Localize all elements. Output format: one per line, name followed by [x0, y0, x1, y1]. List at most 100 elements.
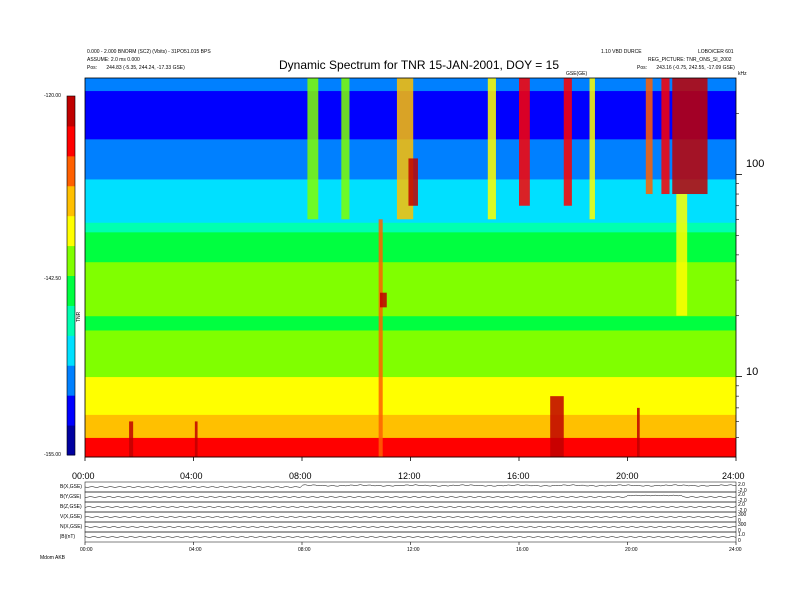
spectrum-burst	[676, 194, 688, 316]
panel-right-top-1: 2.0	[738, 492, 745, 498]
header-pos-right: Pos: 243.16 (-0.75, 242.55, -17.09 GSE)	[637, 65, 735, 71]
pos-right-label: Pos:	[637, 65, 648, 71]
x-tick-label-1: 04:00	[180, 471, 203, 481]
colorbar-segment	[67, 275, 75, 306]
y-tick-label-10: 10	[746, 366, 759, 378]
spectrum-band	[85, 347, 736, 378]
panel-right-bottom-2: -2.0	[738, 508, 747, 514]
spectrum-burst	[636, 407, 640, 457]
panel-right-top-2: 2.0	[738, 502, 745, 508]
x-tick-label-3: 12:00	[398, 471, 421, 481]
colorbar-segment	[67, 215, 75, 247]
spectrum-band	[85, 414, 736, 438]
chart-title: Dynamic Spectrum for TNR 15-JAN-2001, DO…	[279, 58, 559, 72]
panel-x-tick-4: 16:00	[516, 547, 529, 553]
panel-label-3: V(X,GSE)	[60, 514, 82, 520]
panel-x-tick-5: 20:00	[625, 547, 638, 553]
colorbar-segment	[67, 365, 75, 396]
spectrum-burst	[408, 158, 418, 206]
colorbar-bottom-label: -155.00	[44, 452, 61, 458]
colorbar-mid-label: -142.50	[44, 276, 61, 282]
panel-trace	[84, 526, 737, 528]
panel-trace	[84, 494, 737, 498]
colorbar-segment	[67, 245, 75, 276]
spectrum-burst	[379, 292, 387, 308]
pos-left-value: 244.83 (-5.35, 244.24, -17.33 GSE)	[106, 65, 185, 71]
spectrum-burst	[550, 396, 564, 457]
panel-x-tick-6: 24:00	[729, 547, 742, 553]
panel-trace	[84, 484, 737, 488]
spectrum-band	[85, 315, 736, 331]
spectrum-band	[85, 231, 736, 263]
spectrum-burst	[341, 78, 350, 220]
panel-right-bottom-3: 0	[738, 518, 741, 524]
spectrum-band	[85, 261, 736, 290]
colorbar-segment	[67, 425, 75, 456]
panel-label-1: B(Y,GSE)	[60, 494, 82, 500]
spectrum-band	[85, 376, 736, 415]
colorbar-top-label: -120.00	[44, 93, 61, 99]
colorbar-segment	[67, 96, 75, 127]
x-tick-label-4: 16:00	[507, 471, 530, 481]
panel-trace	[84, 516, 737, 518]
panel-right-top-4: 300	[738, 522, 747, 528]
colorbar-frame	[66, 95, 76, 456]
header-info-right1: 1.10 VBD DURCE	[601, 49, 642, 55]
panel-x-tick-1: 04:00	[189, 547, 202, 553]
spectrum-burst	[672, 78, 708, 195]
panel-right-bottom-0: -2.0	[738, 488, 747, 494]
panel-label-2: B(Z,GSE)	[60, 504, 82, 510]
panel-right-bottom-5: 0	[738, 538, 741, 544]
spectrum-band	[85, 222, 736, 233]
spectrum-burst	[563, 78, 572, 206]
colorbar-segment	[67, 185, 75, 217]
colorbar-segment	[67, 335, 75, 366]
x-tick-label-0: 00:00	[72, 471, 95, 481]
spectrum-band	[85, 309, 736, 317]
spectrum-burst	[645, 78, 653, 195]
panel-label-5: |B|(nT)	[60, 534, 76, 540]
header-info-right2: REG_PICTURE: TNR_ONS_SI_2002	[648, 57, 732, 63]
panel-trace	[84, 506, 737, 508]
spectrum-burst	[129, 421, 134, 457]
x-tick-label-6: 24:00	[722, 471, 745, 481]
panel-row-frame	[84, 491, 737, 503]
spectrum-burst	[661, 78, 670, 195]
spectrum-burst	[194, 421, 198, 457]
header-info-line1: 0.000 - 2.000 BNORM (SC2) (Vbits) - 31PO…	[87, 49, 211, 55]
colorbar-segment	[67, 305, 75, 336]
x-tick-label-5: 20:00	[616, 471, 639, 481]
spectrum-burst	[307, 78, 319, 220]
colorbar-segment	[67, 395, 75, 426]
panel-x-tick-3: 12:00	[407, 547, 420, 553]
spectrum-burst	[519, 78, 530, 206]
footer-label: Mdom AKB	[40, 555, 66, 561]
panel-trace	[84, 536, 737, 538]
spectrum-burst	[589, 78, 595, 220]
freq-unit-label: kHz	[738, 71, 747, 77]
panel-x-tick-0: 00:00	[80, 547, 93, 553]
header-info-right1b: LOBO/CER 601	[698, 49, 734, 55]
spectrum-burst	[378, 219, 383, 457]
panel-right-bottom-1: -2.0	[738, 498, 747, 504]
spectrum-burst	[487, 78, 496, 220]
header-pos-left: Pos: 244.83 (-5.35, 244.24, -17.33 GSE)	[87, 65, 185, 71]
panel-right-bottom-4: 0	[738, 528, 741, 534]
panel-label-0: B(X,GSE)	[60, 484, 82, 490]
colorbar-segment	[67, 125, 75, 157]
header-info-line2: ASSUME: 2.0 ms 0.000	[87, 57, 140, 63]
colorbar-segment	[67, 155, 75, 187]
panel-right-top-5: 1.0	[738, 532, 745, 538]
spectrum-band	[85, 437, 736, 458]
panel-x-tick-2: 08:00	[298, 547, 311, 553]
center-label: GSE(GE)	[566, 71, 588, 77]
panel-label-4: N(X,GSE)	[60, 524, 83, 530]
x-tick-label-2: 08:00	[289, 471, 312, 481]
pos-left-label: Pos:	[87, 65, 98, 71]
y-tick-label-100: 100	[746, 158, 765, 170]
spectrum-band	[85, 329, 736, 348]
panel-right-top-0: 2.0	[738, 482, 745, 488]
panel-right-top-3: 300	[738, 512, 747, 518]
spectrum-band	[85, 289, 736, 310]
